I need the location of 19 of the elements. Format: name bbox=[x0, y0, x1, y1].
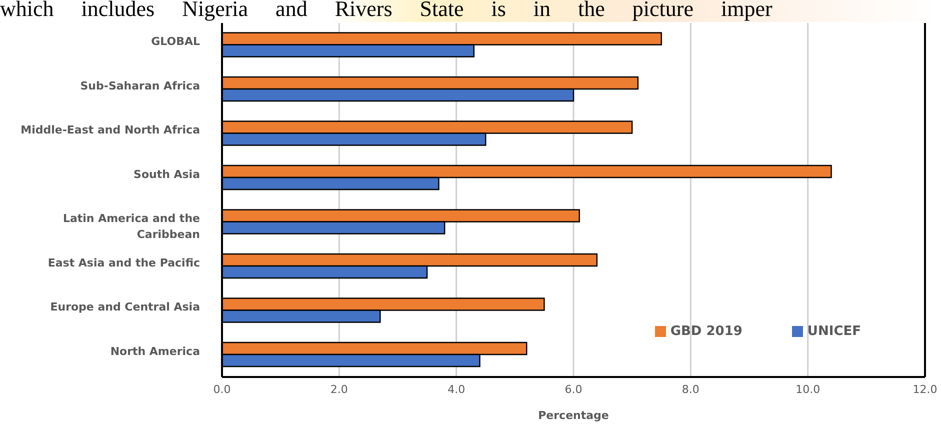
legend-label: UNICEF bbox=[807, 324, 861, 339]
x-tick-label: 10.0 bbox=[796, 382, 820, 396]
y-tick-label: GLOBAL bbox=[151, 35, 200, 48]
text: which includes Nigeria and Rivers State is in the picture imper bbox=[0, 0, 772, 21]
legend-label: GBD 2019 bbox=[670, 324, 742, 339]
x-tick-label: 0.0 bbox=[213, 382, 231, 396]
y-tick-label: Middle-East and North Africa bbox=[20, 124, 200, 137]
x-tick-label: 12.0 bbox=[912, 382, 938, 396]
y-tick-label: Latin America and the Caribbean bbox=[62, 212, 200, 242]
y-tick-label: Sub-Saharan Africa bbox=[80, 79, 200, 92]
y-tick-label: Europe and Central Asia bbox=[50, 300, 200, 314]
y-tick-label: North America bbox=[110, 344, 200, 358]
x-tick-label: 6.0 bbox=[564, 382, 582, 396]
x-tick-label: 8.0 bbox=[682, 382, 700, 396]
x-tick-label: 2.0 bbox=[330, 382, 348, 396]
y-tick-label: East Asia and the Pacific bbox=[48, 256, 200, 270]
y-tick-label: South Asia bbox=[134, 168, 200, 181]
x-tick-label: 4.0 bbox=[448, 382, 466, 396]
x-axis-title: Percentage bbox=[538, 409, 609, 422]
